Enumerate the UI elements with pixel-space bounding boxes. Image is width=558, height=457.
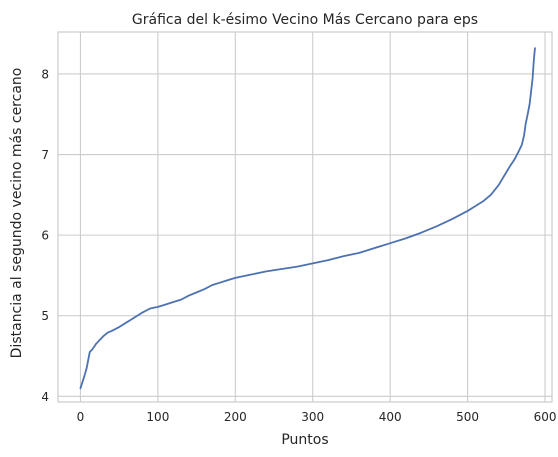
series-layer: [79, 47, 536, 390]
y-axis-label: Distancia al segundo vecino más cercano: [9, 68, 25, 359]
plot-frame: [57, 31, 553, 403]
x-tick-label: 300: [301, 410, 324, 424]
x-tick-label: 0: [77, 410, 85, 424]
chart-title: Gráfica del k-ésimo Vecino Más Cercano p…: [132, 12, 478, 28]
x-tick-label: 600: [534, 410, 557, 424]
plot-border: [57, 31, 553, 403]
series-line: [79, 47, 536, 390]
x-tick-label: 500: [456, 410, 479, 424]
y-tick-label: 5: [41, 309, 49, 323]
y-tick-label: 8: [41, 67, 49, 81]
y-tick-label: 7: [41, 148, 49, 162]
x-tick-label: 200: [224, 410, 247, 424]
x-axis-label: Puntos: [281, 432, 328, 448]
y-tick-labels: 4 5 6 7 8: [41, 67, 49, 403]
grid: [58, 32, 552, 402]
x-tick-label: 100: [146, 410, 169, 424]
x-tick-label: 400: [379, 410, 402, 424]
x-tick-labels: 0 100 200 300 400 500 600: [77, 410, 557, 424]
y-tick-label: 4: [41, 390, 49, 404]
y-tick-label: 6: [41, 229, 49, 243]
